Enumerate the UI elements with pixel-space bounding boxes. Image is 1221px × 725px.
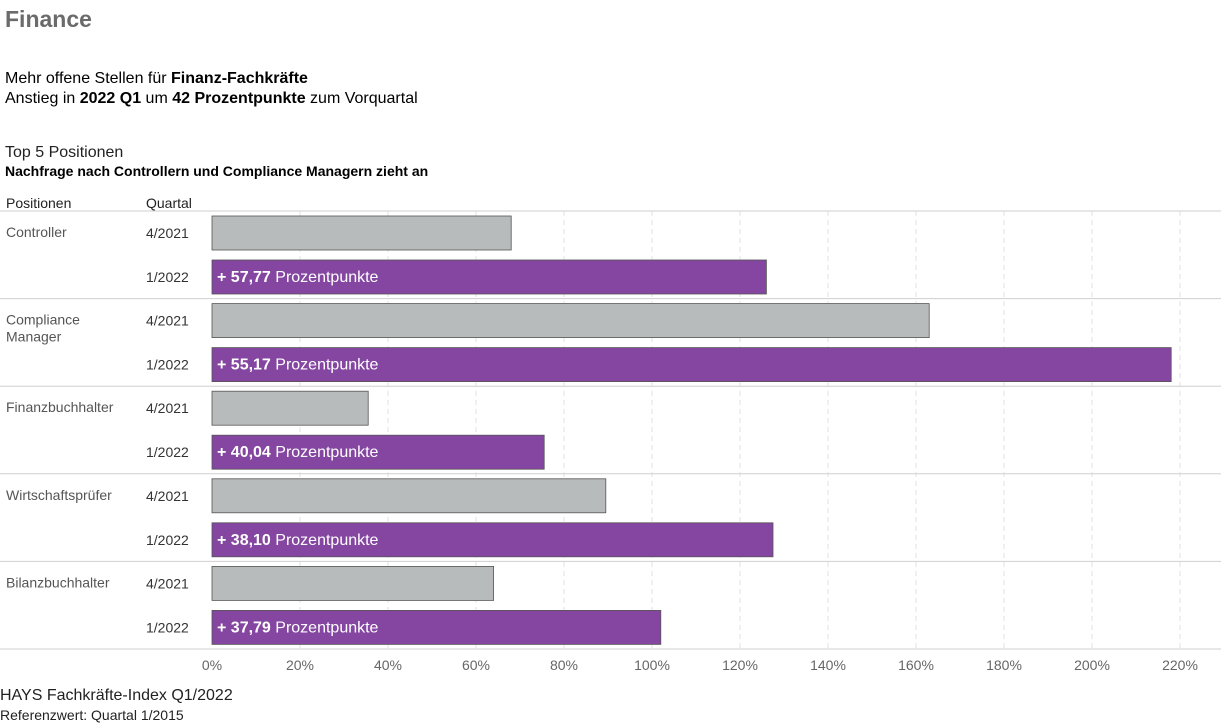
data-label: + 38,10 Prozentpunkte [217,532,379,549]
x-tick-label: 160% [898,657,934,673]
data-label: + 40,04 Prozentpunkte [217,444,379,461]
headline-2-text-a: Anstieg in [5,90,80,107]
position-label: Wirtschaftsprüfer [6,487,112,503]
quarter-label: 1/2022 [146,269,189,285]
data-label: + 55,17 Prozentpunkte [217,357,379,374]
bar-current-quarter [211,522,774,558]
position-label: Finanzbuchhalter [6,399,114,415]
headline-2-emphasis-b: 42 Prozentpunkte [172,90,306,107]
quarter-label: 1/2022 [146,357,189,373]
x-tick-label: 80% [550,657,578,673]
page-title: Finance [5,6,92,32]
bar-previous-quarter [211,390,369,426]
x-tick-label: 60% [462,657,490,673]
headline-line-1: Mehr offene Stellen für Finanz-Fachkräft… [5,70,308,88]
x-tick-label: 100% [634,657,670,673]
quarter-label: 4/2021 [146,400,189,416]
quarter-label: 4/2021 [146,313,189,329]
section-title: Top 5 Positionen [5,144,124,161]
footer-note: Referenzwert: Quartal 1/2015 [0,707,184,723]
headline-1-emphasis: Finanz-Fachkräfte [171,70,308,87]
data-label: + 37,79 Prozentpunkte [217,619,379,636]
footer-source: HAYS Fachkräfte-Index Q1/2022 [0,687,233,704]
headline-1-text: Mehr offene Stellen für [5,70,172,87]
position-label: Bilanzbuchhalter [6,574,110,590]
bar-previous-quarter [211,215,512,251]
x-tick-label: 0% [202,657,222,673]
column-header-positions: Positionen [6,195,72,211]
x-tick-label: 220% [1162,657,1198,673]
headline-2-emphasis-a: 2022 Q1 [79,90,142,107]
position-label: Compliance [6,312,80,328]
x-tick-label: 120% [722,657,758,673]
quarter-label: 1/2022 [146,444,189,460]
quarter-label: 4/2021 [146,488,189,504]
headline-2-text-b: um [141,90,173,107]
bar-current-quarter [211,259,767,295]
x-tick-label: 200% [1074,657,1110,673]
headline-2-text-c: zum Vorquartal [305,90,418,107]
bar-current-quarter [211,610,662,645]
position-label: Controller [6,224,67,240]
bar-previous-quarter [211,303,930,339]
section-subtitle: Nachfrage nach Controllern und Complianc… [5,163,429,179]
x-tick-label: 40% [374,657,402,673]
position-label: Manager [6,329,62,345]
x-tick-label: 20% [286,657,314,673]
column-header-quarter: Quartal [146,195,192,211]
x-tick-label: 140% [810,657,846,673]
bar-current-quarter [211,347,1172,383]
quarter-label: 1/2022 [146,532,189,548]
bar-previous-quarter [211,566,495,601]
bar-current-quarter [211,434,545,470]
x-tick-label: 180% [986,657,1022,673]
data-label: + 57,77 Prozentpunkte [217,269,379,286]
headline-line-2: Anstieg in 2022 Q1 um 42 Prozentpunkte z… [5,90,418,108]
quarter-label: 1/2022 [146,619,189,635]
quarter-label: 4/2021 [146,225,189,241]
quarter-label: 4/2021 [146,575,189,591]
bar-previous-quarter [211,478,607,514]
